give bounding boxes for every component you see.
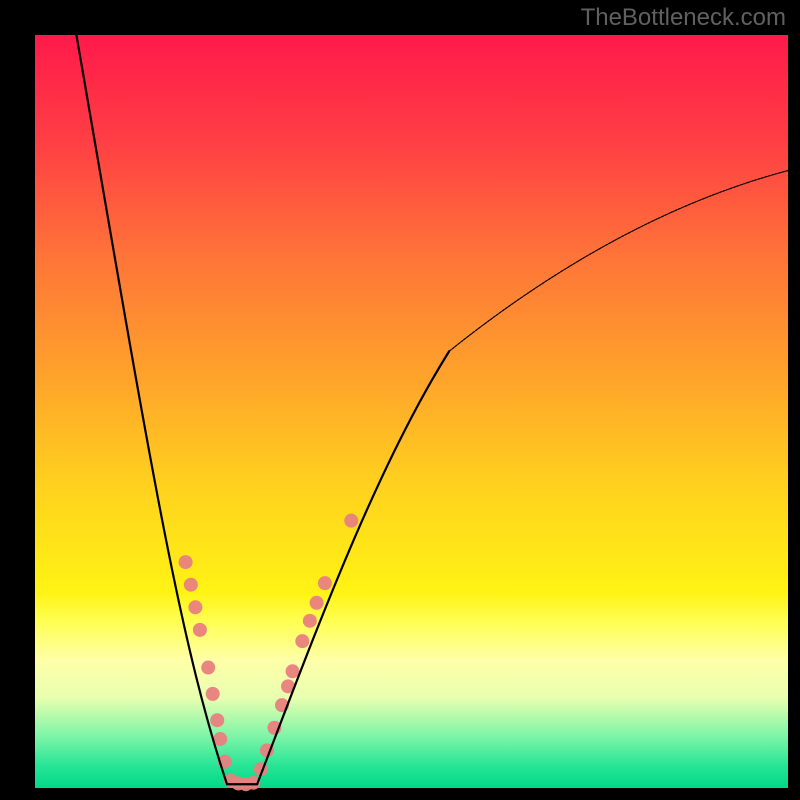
- marker-dot: [210, 713, 224, 727]
- marker-dot: [184, 578, 198, 592]
- marker-dot: [310, 596, 324, 610]
- marker-dot: [188, 600, 202, 614]
- watermark-text: TheBottleneck.com: [581, 4, 786, 32]
- chart-frame: TheBottleneck.com: [0, 0, 800, 800]
- marker-dot: [303, 614, 317, 628]
- plot-area: [35, 35, 788, 788]
- marker-dot: [295, 634, 309, 648]
- marker-dot: [201, 661, 215, 675]
- marker-dot: [286, 664, 300, 678]
- bottleneck-chart: [0, 0, 800, 800]
- marker-dot: [206, 687, 220, 701]
- marker-dot: [318, 576, 332, 590]
- marker-dot: [179, 555, 193, 569]
- marker-dot: [193, 623, 207, 637]
- marker-dot: [344, 514, 358, 528]
